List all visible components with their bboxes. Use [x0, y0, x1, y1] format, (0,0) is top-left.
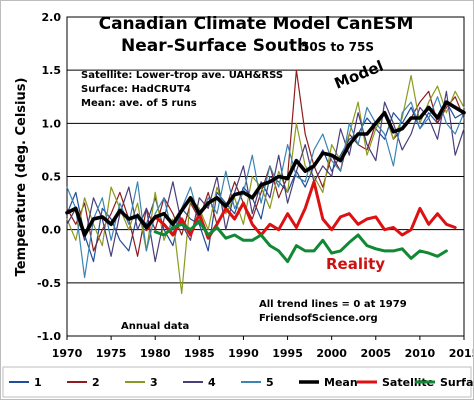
legend-label-5: 5	[266, 376, 274, 389]
x-tick-label: 2000	[316, 347, 347, 360]
legend-label-3: 3	[150, 376, 158, 389]
x-tick-label: 2015	[449, 347, 473, 360]
y-tick-labels: 2.0 1.5 1.0 0.5 0.0 -0.5 -1.0	[37, 11, 61, 343]
chart-title: Canadian Climate Model CanESM	[99, 14, 414, 34]
legend-label-2: 2	[92, 376, 100, 389]
legend-label-surface: Surface	[440, 376, 473, 389]
annotation-reality: Reality	[326, 255, 385, 273]
legend: 1 2 3 4 5 Mean Satellite Surface	[9, 376, 473, 389]
y-tick-label: 1.5	[42, 64, 62, 77]
annotation-annual-data: Annual data	[121, 321, 189, 332]
legend-label-mean: Mean	[324, 376, 358, 389]
x-tick-label: 2010	[405, 347, 436, 360]
series-line-satellite	[144, 180, 457, 240]
series-line-mean	[65, 100, 466, 237]
x-tick-labels: 1970 1975 1980 1985 1990 1995 2000 2005 2010 2015	[52, 347, 473, 360]
y-axis-label: Temperature (deg. Celsius)	[14, 78, 29, 277]
grid-layer	[66, 16, 465, 340]
y-tick-label: -1.0	[37, 330, 61, 343]
chart-subtitle: Near-Surface South	[121, 36, 309, 56]
y-tick-label: 2.0	[42, 11, 62, 24]
legend-label-satellite: Satellite	[382, 376, 434, 389]
x-tick-label: 1990	[228, 347, 259, 360]
annotation-website: FriendsofScience.org	[259, 313, 378, 324]
annotation-trend-note: All trend lines = 0 at 1979	[259, 299, 407, 310]
x-tick-label: 1995	[272, 347, 303, 360]
x-tick-label: 2005	[360, 347, 391, 360]
note-mean: Mean: ave. of 5 runs	[81, 98, 197, 109]
chart-subtitle-range: 50S to 75S	[301, 40, 374, 54]
y-tick-label: 1.0	[42, 117, 62, 130]
series-line-2	[66, 69, 465, 257]
x-tick-label: 1985	[184, 347, 215, 360]
y-tick-label: 0.5	[42, 171, 62, 184]
series-line-surface	[153, 219, 448, 264]
x-tick-label: 1975	[96, 347, 127, 360]
note-surface: Surface: HadCRUT4	[81, 84, 191, 95]
y-tick-label: -0.5	[37, 277, 61, 290]
x-tick-label: 1970	[52, 347, 83, 360]
x-tick-label: 1980	[140, 347, 171, 360]
note-satellite: Satellite: Lower-trop ave. UAH&RSS	[81, 70, 283, 81]
y-tick-label: 0.0	[42, 224, 62, 237]
legend-label-4: 4	[208, 376, 216, 389]
legend-label-1: 1	[34, 376, 42, 389]
series-layer	[65, 69, 466, 295]
